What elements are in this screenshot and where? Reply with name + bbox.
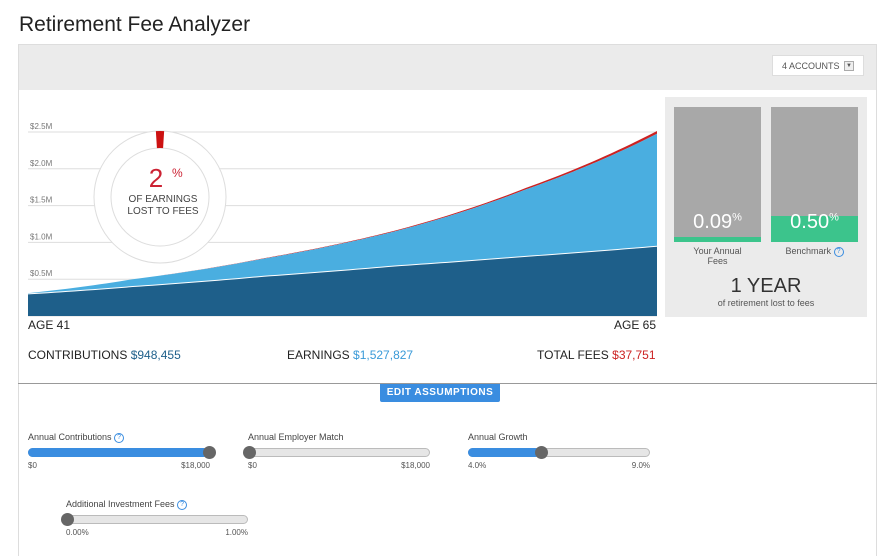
slider-handle[interactable] xyxy=(243,446,256,459)
contributions-line xyxy=(27,245,658,295)
gauge-line2: LOST TO FEES xyxy=(127,206,198,217)
slider-track[interactable] xyxy=(243,446,430,459)
slider-min: 0.00% xyxy=(66,528,89,537)
help-icon[interactable]: ? xyxy=(114,432,125,443)
slider-annual-growth[interactable]: Annual Growth 4.0% 9.0% xyxy=(468,432,650,470)
gauge-fee-slice xyxy=(155,131,165,149)
y-tick-label: $2.5M xyxy=(30,122,53,131)
help-icon[interactable]: ? xyxy=(177,499,188,510)
y-tick-label: $1.0M xyxy=(30,232,53,241)
fees-label: TOTAL FEES xyxy=(537,348,609,362)
fee-comparison: 0.09% 0.50% Your Annual Fees Benchmark ? … xyxy=(665,97,867,317)
fees-summary: TOTAL FEES $37,751 xyxy=(537,348,656,362)
slider-label: Annual Employer Match xyxy=(248,432,344,442)
slider-min: $0 xyxy=(28,461,37,470)
benchmark-bar: 0.50% xyxy=(771,107,858,242)
slider-max: $18,000 xyxy=(181,461,210,470)
earnings-summary: EARNINGS $1,527,827 xyxy=(287,348,413,362)
contributions-summary: CONTRIBUTIONS $948,455 xyxy=(28,348,181,362)
your-fees-value: 0.09% xyxy=(693,211,742,233)
slider-max: $18,000 xyxy=(401,461,430,470)
earnings-label: EARNINGS xyxy=(287,348,350,362)
slider-label: Additional Investment Fees ? xyxy=(66,499,248,513)
divider xyxy=(18,383,877,384)
accounts-dropdown[interactable]: 4 ACCOUNTS ▼ xyxy=(772,55,864,76)
slider-annual-employer-match[interactable]: Annual Employer Match $0 $18,000 xyxy=(243,432,430,470)
analyzer-panel: 4 ACCOUNTS ▼ xyxy=(18,44,877,556)
slider-handle[interactable] xyxy=(535,446,548,459)
your-fees-fill xyxy=(674,236,761,242)
help-icon[interactable]: ? xyxy=(833,246,844,257)
slider-fill xyxy=(468,448,540,457)
contributions-label: CONTRIBUTIONS xyxy=(28,348,128,362)
slider-handle[interactable] xyxy=(61,513,74,526)
age-start: AGE 41 xyxy=(28,318,71,332)
slider-annual-contributions[interactable]: Annual Contributions ? $0 $18,000 xyxy=(28,432,216,470)
slider-fill xyxy=(28,448,208,457)
edit-assumptions-button[interactable]: EDIT ASSUMPTIONS xyxy=(380,384,500,402)
fees-value: $37,751 xyxy=(612,348,656,362)
years-lost-caption: of retirement lost to fees xyxy=(717,298,815,308)
age-end: AGE 65 xyxy=(614,318,657,332)
contributions-value: $948,455 xyxy=(130,348,181,362)
y-tick-label: $0.5M xyxy=(30,269,53,278)
gauge-unit: % xyxy=(172,166,183,180)
gauge-line1: OF EARNINGS xyxy=(129,194,198,205)
contributions-area xyxy=(28,246,657,316)
slider-min: 4.0% xyxy=(468,461,487,470)
years-lost: 1 YEAR xyxy=(730,275,802,297)
slider-track[interactable] xyxy=(468,446,650,459)
your-fees-bar: 0.09% xyxy=(674,107,761,242)
benchmark-fill xyxy=(771,216,858,242)
y-tick-label: $2.0M xyxy=(30,159,53,168)
slider-max: 9.0% xyxy=(631,461,650,470)
slider-handle[interactable] xyxy=(203,446,216,459)
slider-track[interactable] xyxy=(61,513,248,526)
earnings-value: $1,527,827 xyxy=(353,348,414,362)
your-fees-label: Your Annual Fees xyxy=(693,246,742,266)
slider-label: Annual Contributions ? xyxy=(28,432,210,446)
slider-track[interactable] xyxy=(28,446,216,459)
page-title: Retirement Fee Analyzer xyxy=(19,13,251,36)
gauge-value: 2 xyxy=(149,163,163,193)
dropdown-arrow-icon: ▼ xyxy=(844,61,854,71)
slider-min: $0 xyxy=(248,461,257,470)
benchmark-value: 0.50% xyxy=(790,211,839,233)
benchmark-label: Benchmark ? xyxy=(771,246,858,257)
top-bar: 4 ACCOUNTS ▼ xyxy=(19,45,876,90)
slider-label: Annual Growth xyxy=(468,432,528,442)
y-tick-label: $1.5M xyxy=(30,196,53,205)
accounts-dropdown-label: 4 ACCOUNTS xyxy=(782,61,840,71)
slider-additional-investment-fees[interactable]: Additional Investment Fees ? 0.00% 1.00% xyxy=(61,499,248,537)
slider-max: 1.00% xyxy=(225,528,248,537)
